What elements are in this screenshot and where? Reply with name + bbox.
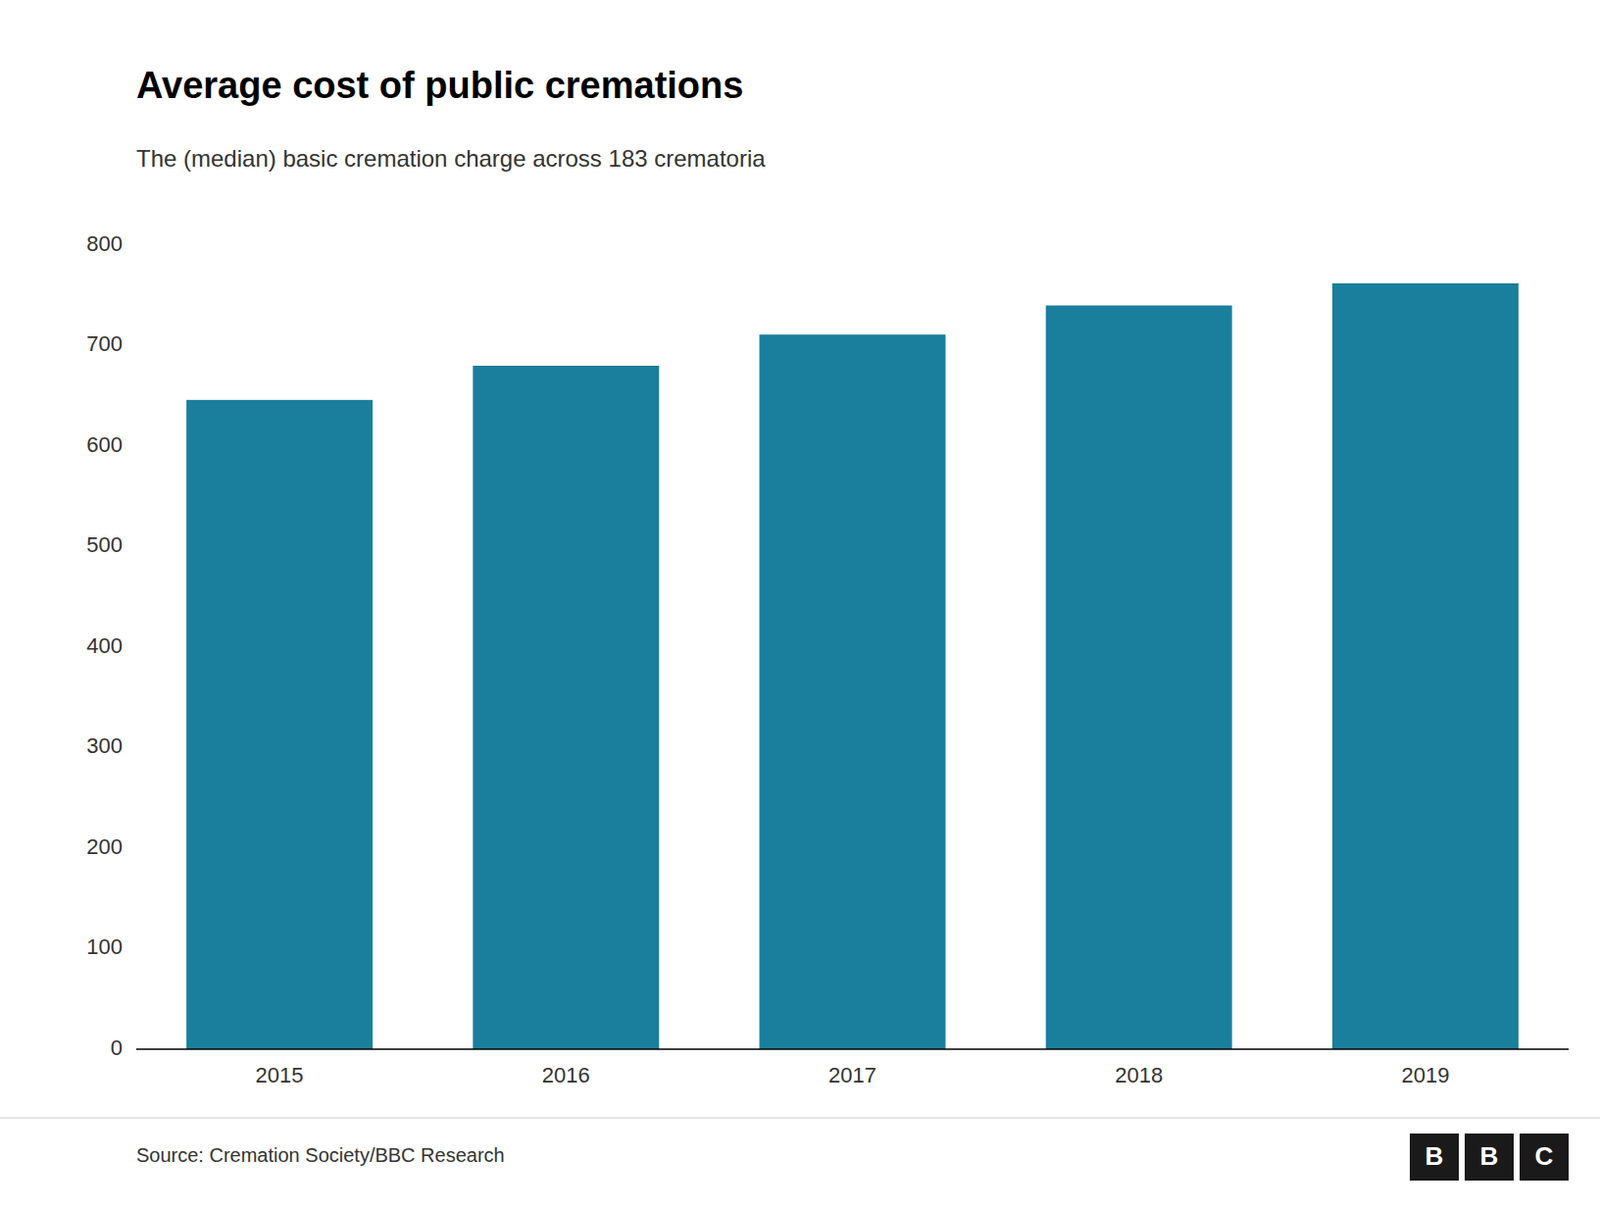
logo-letter: B bbox=[1480, 1141, 1500, 1171]
x-tick-label: 2019 bbox=[1400, 1062, 1450, 1088]
bar bbox=[472, 365, 659, 1050]
y-tick-label: 800 bbox=[86, 231, 123, 256]
bar bbox=[186, 400, 373, 1050]
y-tick-label: 700 bbox=[86, 331, 123, 356]
source: Source: Cremation Society/BBC Research bbox=[136, 1144, 505, 1166]
y-tick-label: 600 bbox=[86, 432, 123, 457]
y-tick-label: 200 bbox=[86, 834, 123, 859]
logo-box bbox=[1519, 1133, 1569, 1181]
title: Average cost of public cremations bbox=[136, 64, 744, 106]
logo-box bbox=[1464, 1133, 1514, 1181]
chart-svg: Average cost of public cremations The (me… bbox=[0, 0, 1600, 1210]
x-tick-label: 2018 bbox=[1114, 1062, 1163, 1088]
bar bbox=[1332, 283, 1519, 1050]
y-tick-label: 300 bbox=[86, 733, 123, 758]
separator bbox=[0, 1117, 1600, 1119]
bar bbox=[1046, 305, 1233, 1050]
y-tick-label: 100 bbox=[86, 934, 123, 959]
subtitle: The (median) basic cremation charge acro… bbox=[136, 145, 766, 172]
y-tick-label: 500 bbox=[86, 532, 123, 557]
bar bbox=[759, 334, 947, 1050]
logo-letter: C bbox=[1535, 1141, 1554, 1171]
y-tick-label: 400 bbox=[86, 633, 123, 658]
x-tick-label: 2016 bbox=[542, 1062, 591, 1088]
x-tick-label: 2017 bbox=[828, 1062, 877, 1088]
y-tick-label: 0 bbox=[110, 1035, 123, 1060]
bars bbox=[186, 283, 1519, 1050]
logo-letter: B bbox=[1425, 1141, 1445, 1171]
chart-container: Average cost of public cremations The (me… bbox=[0, 0, 1600, 1210]
x-axis-line bbox=[136, 1048, 1569, 1050]
logo-box bbox=[1409, 1133, 1459, 1181]
x-tick-label: 2015 bbox=[255, 1062, 304, 1088]
